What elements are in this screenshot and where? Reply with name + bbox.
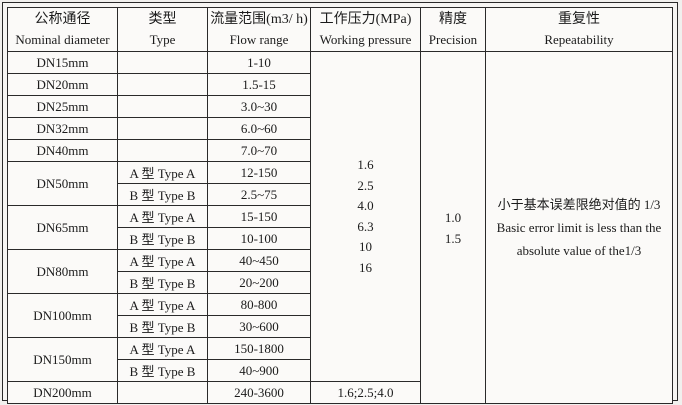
cell-flow: 2.5~75 <box>207 183 311 206</box>
cell-type-empty <box>117 381 208 404</box>
table-row-dn25: DN25mm 3.0~30 <box>7 95 673 118</box>
cell-diameter: DN40mm <box>7 139 118 162</box>
repeatability-line-zh: 小于基本误差限绝对值的 1/3 <box>497 197 661 212</box>
header-type-en: Type <box>149 32 176 47</box>
cell-flow: 30~600 <box>207 315 311 338</box>
cell-flow: 12-150 <box>207 161 311 184</box>
cell-flow: 3.0~30 <box>207 95 311 118</box>
table-row-dn150-b: B 型 Type B 40~900 <box>8 359 673 382</box>
cell-diameter: DN200mm <box>7 381 118 404</box>
header-row: 公称通径 Nominal diameter 类型 Type 流量范围(m3/ h… <box>7 7 673 52</box>
cell-type-b: B 型 Type B <box>117 359 208 382</box>
header-precision-en: Precision <box>428 32 478 47</box>
repeatability-line-en2: absolute value of the1/3 <box>516 243 642 258</box>
cell-diameter: DN65mm <box>7 205 118 250</box>
cell-type-a: A 型 Type A <box>117 293 208 316</box>
table-row-dn50-a: DN50mm A 型 Type A 12-150 <box>7 161 673 206</box>
pressure-value: 10 <box>359 239 372 254</box>
table-row-dn15: DN15mm 1-10 1.6 2.5 4.0 6.3 10 16 1.0 1.… <box>7 51 673 404</box>
header-repeatability-zh: 重复性 <box>558 12 600 27</box>
cell-type-b: B 型 Type B <box>117 227 208 250</box>
pressure-value: 1.6 <box>357 157 374 172</box>
header-type-zh: 类型 <box>148 12 177 27</box>
header-repeatability-en: Repeatability <box>544 32 614 47</box>
cell-diameter: DN32mm <box>7 117 118 140</box>
cell-type-empty <box>117 139 208 162</box>
cell-flow: 7.0~70 <box>207 139 311 162</box>
table-row-dn100-a: DN100mm A 型 Type A 80-800 <box>7 293 673 338</box>
repeatability-line-en1: Basic error limit is less than the <box>496 220 662 235</box>
header-cell-flow-range: 流量范围(m3/ h) Flow range <box>207 7 311 52</box>
header-flow-range-zh: 流量范围(m3/ h) <box>210 12 308 27</box>
cell-type-a: A 型 Type A <box>117 161 208 184</box>
cell-diameter: DN25mm <box>7 95 118 118</box>
cell-type-a: A 型 Type A <box>117 337 208 360</box>
cell-type-b: B 型 Type B <box>117 315 208 338</box>
cell-type-a: A 型 Type A <box>117 249 208 272</box>
cell-flow: 10-100 <box>207 227 311 250</box>
cell-precision-merged: 1.0 1.5 <box>420 51 486 404</box>
cell-type-empty <box>117 73 208 96</box>
cell-diameter: DN20mm <box>7 73 118 96</box>
cell-diameter: DN15mm <box>7 51 118 74</box>
cell-working-pressure-dn200: 1.6;2.5;4.0 <box>310 381 421 404</box>
cell-repeatability-merged: 小于基本误差限绝对值的 1/3 Basic error limit is les… <box>485 51 673 404</box>
cell-flow: 80-800 <box>207 293 311 316</box>
header-cell-nominal-diameter: 公称通径 Nominal diameter <box>7 7 118 52</box>
header-flow-range-en: Flow range <box>229 32 289 47</box>
header-precision-zh: 精度 <box>439 12 467 27</box>
cell-flow: 1.5-15 <box>207 73 311 96</box>
cell-diameter: DN100mm <box>7 293 118 338</box>
cell-type-b: B 型 Type B <box>117 271 208 294</box>
header-nominal-diameter-zh: 公称通径 <box>34 12 91 27</box>
pressure-value: 6.3 <box>357 218 374 234</box>
cell-type-empty <box>117 51 208 74</box>
flow-meter-spec-table: 公称通径 Nominal diameter 类型 Type 流量范围(m3/ h… <box>7 7 673 404</box>
header-working-pressure-zh: 工作压力(MPa) <box>319 12 412 27</box>
table-row-dn100-b: B 型 Type B 30~600 <box>8 315 673 338</box>
cell-working-pressure-merged: 1.6 2.5 4.0 6.3 10 16 <box>310 51 421 382</box>
pressure-value: 16 <box>359 259 372 275</box>
cell-flow: 150-1800 <box>207 337 311 360</box>
cell-flow: 40~900 <box>207 359 311 382</box>
table-row-dn20: DN20mm 1.5-15 <box>7 73 673 96</box>
cell-type-empty <box>117 117 208 140</box>
cell-flow: 1-10 <box>207 51 311 74</box>
table-row-dn80-a: DN80mm A 型 Type A 40~450 <box>7 249 673 294</box>
header-cell-precision: 精度 Precision <box>420 7 486 52</box>
header-cell-working-pressure: 工作压力(MPa) Working pressure <box>310 7 421 52</box>
cell-diameter: DN50mm <box>7 161 118 206</box>
cell-type-a: A 型 Type A <box>117 205 208 228</box>
cell-flow: 20~200 <box>207 271 311 294</box>
header-working-pressure-en: Working pressure <box>319 32 412 47</box>
table-row-dn200: DN200mm 240-3600 1.6;2.5;4.0 <box>7 381 673 404</box>
header-cell-repeatability: 重复性 Repeatability <box>485 7 673 52</box>
cell-flow: 40~450 <box>207 249 311 272</box>
cell-diameter: DN80mm <box>7 249 118 294</box>
precision-value: 1.0 <box>444 209 462 225</box>
cell-flow: 6.0~60 <box>207 117 311 140</box>
cell-type-empty <box>117 95 208 118</box>
header-nominal-diameter-en: Nominal diameter <box>15 32 110 47</box>
header-cell-type: 类型 Type <box>117 7 208 52</box>
cell-flow: 240-3600 <box>207 381 311 404</box>
precision-value: 1.5 <box>444 230 462 246</box>
cell-flow: 15-150 <box>207 205 311 228</box>
pressure-value: 2.5 <box>357 177 374 193</box>
cell-type-b: B 型 Type B <box>117 183 208 206</box>
cell-diameter: DN150mm <box>7 337 118 382</box>
pressure-value: 4.0 <box>357 198 374 213</box>
